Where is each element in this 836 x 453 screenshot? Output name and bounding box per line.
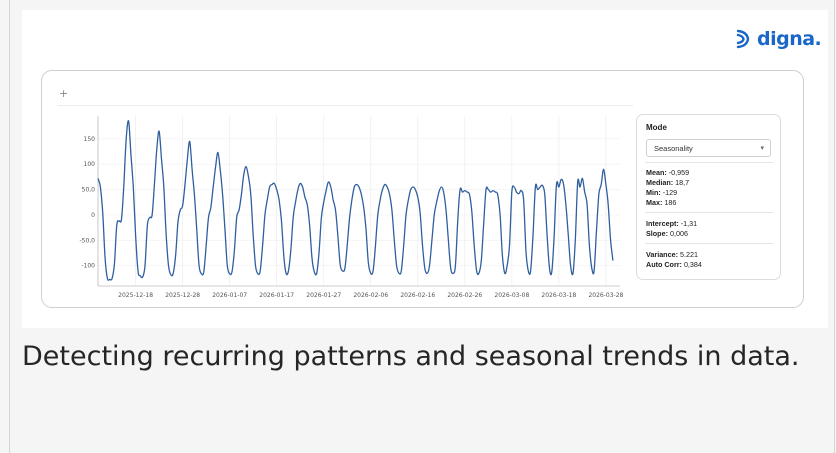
panel-divider	[645, 162, 773, 163]
chevron-down-icon: ▾	[760, 145, 764, 152]
y-tick-label: -100	[81, 263, 95, 270]
stat-min: Min: -129	[646, 188, 678, 197]
stats-panel: Mode Seasonality ▾ Mean: -0,959 Median: …	[636, 114, 781, 280]
x-tick-label: 2026-02-16	[400, 292, 435, 299]
caption-text: Detecting recurring patterns and seasona…	[22, 341, 800, 372]
stat-intercept: Intercept: -1,31	[646, 219, 698, 228]
x-tick-label: 2026-02-26	[447, 292, 482, 299]
x-tick-label: 2025-12-18	[118, 292, 153, 299]
stat-median: Median: 18,7	[646, 178, 690, 187]
y-tick-label: 100	[84, 161, 96, 168]
x-tick-label: 2026-03-18	[541, 292, 576, 299]
mode-label: Mode	[646, 123, 667, 132]
brand-name: digna.	[757, 28, 822, 50]
stat-autocorr: Auto Corr: 0,384	[646, 260, 702, 269]
y-tick-label: 50,0	[82, 187, 96, 194]
y-tick-label: 0	[91, 212, 95, 219]
page-frame	[9, 0, 835, 453]
x-tick-label: 2026-03-28	[588, 292, 623, 299]
digna-logo-icon	[736, 29, 750, 49]
panel-divider	[645, 212, 773, 213]
add-icon[interactable]: +	[59, 87, 69, 100]
x-tick-label: 2026-01-07	[212, 292, 247, 299]
y-tick-label: 150	[84, 136, 96, 143]
mode-select-value: Seasonality	[654, 144, 693, 153]
stat-variance: Variance: 5.221	[646, 250, 698, 259]
x-tick-label: 2026-03-08	[494, 292, 529, 299]
panel-divider	[645, 243, 773, 244]
x-tick-label: 2026-01-27	[306, 292, 341, 299]
x-tick-label: 2025-12-28	[165, 292, 200, 299]
stat-mean: Mean: -0,959	[646, 168, 690, 177]
stat-slope: Slope: 0,006	[646, 229, 688, 238]
seasonality-chart: 2025-12-18 2025-12-28 2026-01-07 2026-01-17…	[79, 116, 624, 299]
x-tick-label: 2026-01-17	[259, 292, 294, 299]
stat-max: Max: 186	[646, 198, 677, 207]
mode-select[interactable]: Seasonality ▾	[646, 139, 771, 157]
y-tick-label: -50,0	[79, 237, 95, 244]
brand-logo: digna.	[734, 25, 822, 53]
card-divider	[57, 105, 633, 106]
x-tick-label: 2026-02-06	[353, 292, 388, 299]
series-line	[97, 120, 614, 281]
